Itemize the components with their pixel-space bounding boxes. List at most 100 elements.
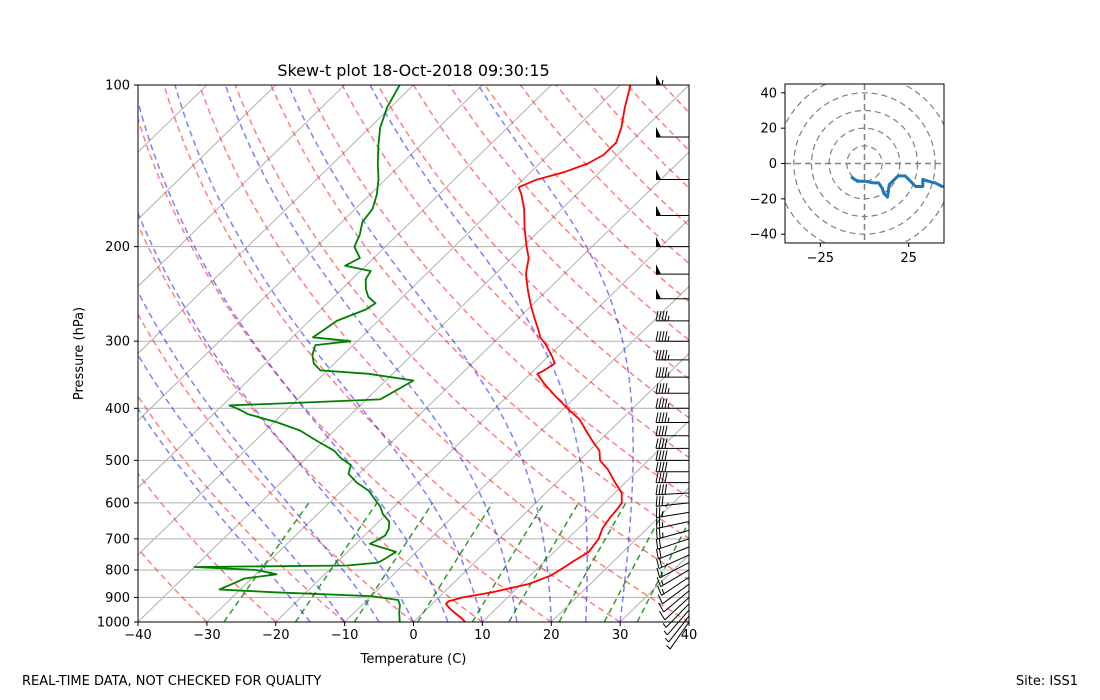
barb-feather: [664, 450, 668, 461]
wind-barb: [655, 506, 690, 519]
barb-feather: [655, 528, 658, 540]
barb-feather: [655, 383, 659, 394]
barb-feather: [655, 484, 659, 495]
barb-feather: [658, 383, 662, 394]
barb-half-feather: [663, 630, 668, 636]
barb-feather: [661, 349, 665, 360]
moist-adiabat: [224, 85, 518, 622]
dry-adiabat: [163, 85, 621, 622]
dry-adiabat: [234, 85, 689, 581]
wind-barb: [655, 425, 689, 437]
mixing-ratio-line: [508, 502, 580, 622]
barb-feather: [658, 557, 663, 568]
isotherm-line: [619, 554, 689, 622]
isotherm-line: [138, 85, 277, 220]
barb-feather: [655, 539, 659, 550]
dry-adiabat: [138, 312, 414, 622]
x-tick-label: 20: [543, 628, 560, 643]
barb-feather: [658, 412, 662, 423]
hodo-y-tick-label: −40: [750, 228, 777, 243]
barb-shaft: [658, 546, 690, 560]
wind-barb: [655, 546, 690, 560]
barb-half-feather: [667, 417, 670, 423]
barb-feather: [655, 438, 659, 449]
mixing-ratio-line: [353, 502, 434, 622]
barb-feather: [658, 495, 661, 507]
isotherm-line: [550, 487, 689, 622]
moist-adiabat: [369, 85, 588, 622]
moist-adiabat: [138, 353, 346, 622]
barb-flag: [656, 264, 661, 275]
barb-half-feather: [660, 571, 663, 577]
barb-feather: [664, 331, 668, 342]
barb-feather: [657, 594, 663, 605]
mixing-ratio-line: [636, 520, 689, 622]
wind-barb: [655, 331, 689, 342]
barb-feather: [658, 331, 662, 342]
barb-flag: [656, 127, 661, 138]
y-tick-label: 200: [105, 240, 130, 255]
wind-barb: [657, 576, 690, 596]
wind-barb: [656, 554, 690, 570]
temperature-trace: [445, 85, 632, 622]
barb-half-feather: [667, 336, 670, 342]
moist-adiabat: [174, 85, 484, 622]
barb-feather: [658, 602, 665, 613]
chart-title: Skew-t plot 18-Oct-2018 09:30:15: [277, 61, 549, 80]
x-tick-label: −20: [262, 628, 289, 643]
barb-shaft: [660, 569, 690, 588]
x-tick-label: 0: [409, 628, 417, 643]
barb-half-feather: [667, 403, 670, 409]
barb-feather: [661, 450, 665, 461]
moist-adiabat: [477, 85, 634, 622]
wind-barb: [655, 367, 689, 378]
barb-shaft: [665, 603, 690, 628]
y-tick-label: 400: [105, 402, 130, 417]
wind-barb: [656, 517, 690, 530]
barb-feather: [661, 367, 665, 378]
barb-feather: [656, 567, 661, 578]
barb-feather: [661, 461, 665, 472]
y-tick-label: 100: [105, 79, 130, 94]
barb-shaft: [656, 502, 690, 507]
barb-feather: [658, 349, 662, 360]
barb-feather: [661, 310, 665, 322]
wind-barb: [655, 310, 689, 322]
barb-shaft: [664, 597, 690, 621]
wind-barb: [655, 438, 689, 449]
isotherm-line: [344, 285, 689, 622]
barb-shaft: [657, 538, 690, 550]
barb-half-feather: [661, 588, 665, 594]
barb-feather: [664, 383, 668, 394]
moist-adiabat: [287, 85, 553, 622]
isotherm-line: [482, 419, 689, 622]
barb-feather: [661, 495, 664, 506]
wind-barb: [655, 538, 690, 550]
isotherm-line: [138, 85, 621, 556]
isotherm-line: [138, 85, 689, 622]
barb-feather: [655, 425, 659, 436]
barb-feather: [655, 367, 659, 378]
isotherm-line: [688, 621, 689, 622]
barb-feather: [655, 349, 659, 360]
barb-feather: [664, 461, 668, 472]
wind-barb: [655, 349, 689, 361]
wind-barb: [655, 383, 689, 394]
y-tick-label: 1000: [97, 616, 130, 631]
barb-feather: [661, 398, 665, 409]
barb-feather: [655, 461, 659, 472]
wind-barb: [656, 205, 689, 217]
moist-adiabat: [138, 211, 415, 622]
barb-feather: [658, 438, 662, 449]
hodo-y-tick-label: 40: [760, 86, 777, 101]
isotherm-line: [138, 85, 345, 288]
dry-adiabat: [591, 85, 689, 189]
dry-adiabat: [138, 547, 208, 622]
dewpoint-trace: [193, 85, 415, 622]
barb-feather: [661, 331, 665, 342]
barb-half-feather: [667, 372, 670, 378]
barb-shaft: [663, 590, 690, 613]
barb-half-feather: [667, 315, 670, 322]
mixing-ratio-line: [471, 502, 545, 622]
barb-feather: [661, 484, 664, 495]
